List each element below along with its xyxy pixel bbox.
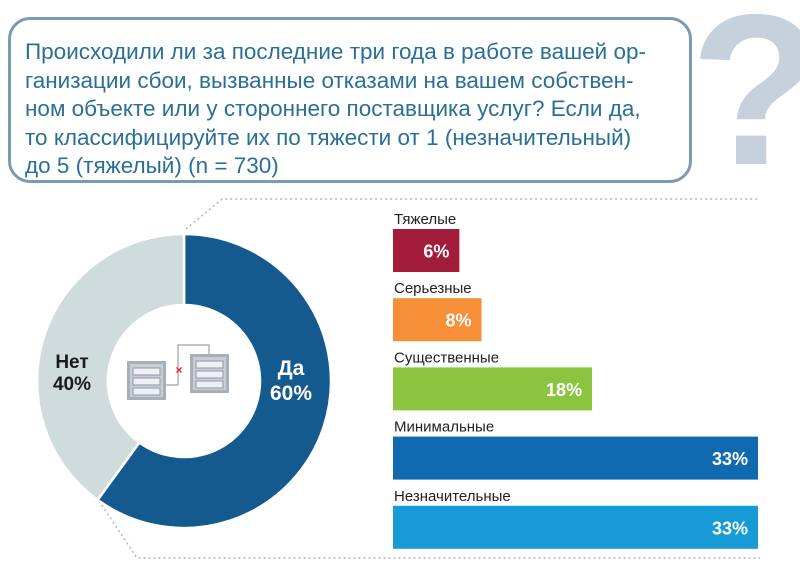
bar-value-label: 33% xyxy=(712,449,748,469)
slice-label-yes: Да xyxy=(278,357,305,380)
severity-bar-chart: Тяжелые 6% Серьезные 8% Существенные 18% Миним… xyxy=(393,211,758,549)
bar-category-label: Существенные xyxy=(394,349,499,366)
bar-category-label: Серьезные xyxy=(394,280,472,297)
donut-slice-1 xyxy=(35,232,186,502)
question-line: ганизации сбои, вызванные отказами на ва… xyxy=(25,67,634,93)
bar-category-label: Незначительные xyxy=(394,488,511,505)
bar-value-label: 8% xyxy=(445,311,471,331)
question-box: Происходили ли за последние три года в р… xyxy=(8,17,692,183)
servers-connection-failure-icon: × xyxy=(127,344,229,400)
bar xyxy=(393,436,758,480)
bar-category-label: Минимальные xyxy=(394,419,494,436)
slice-value-yes: 60% xyxy=(270,382,312,405)
slice-value-no: 40% xyxy=(53,374,91,395)
connector-lines xyxy=(98,198,760,559)
bar xyxy=(393,367,593,411)
question-line: ном объекте или у стороннего поставщика … xyxy=(25,96,641,121)
bar xyxy=(393,229,460,272)
question-line: то классифицируйте их по тяжести от 1 (н… xyxy=(25,124,632,150)
slice-label-no: Нет xyxy=(55,352,88,373)
bar-category-label: Тяжелые xyxy=(394,211,456,228)
bar xyxy=(393,505,758,549)
bar xyxy=(393,298,482,342)
donut-slice-0 xyxy=(95,232,333,530)
svg-text:×: × xyxy=(175,363,182,377)
question-line: Происходили ли за последние три года в р… xyxy=(25,39,647,64)
question-line: до 5 (тяжелый) (n = 730) xyxy=(25,153,279,178)
donut-chart xyxy=(35,232,333,530)
question-mark-icon: ? xyxy=(690,0,800,197)
bar-value-label: 33% xyxy=(712,518,748,538)
bar-value-label: 18% xyxy=(546,380,582,400)
bar-value-label: 6% xyxy=(423,242,449,262)
question-text: Происходили ли за последние три года в р… xyxy=(25,38,685,181)
